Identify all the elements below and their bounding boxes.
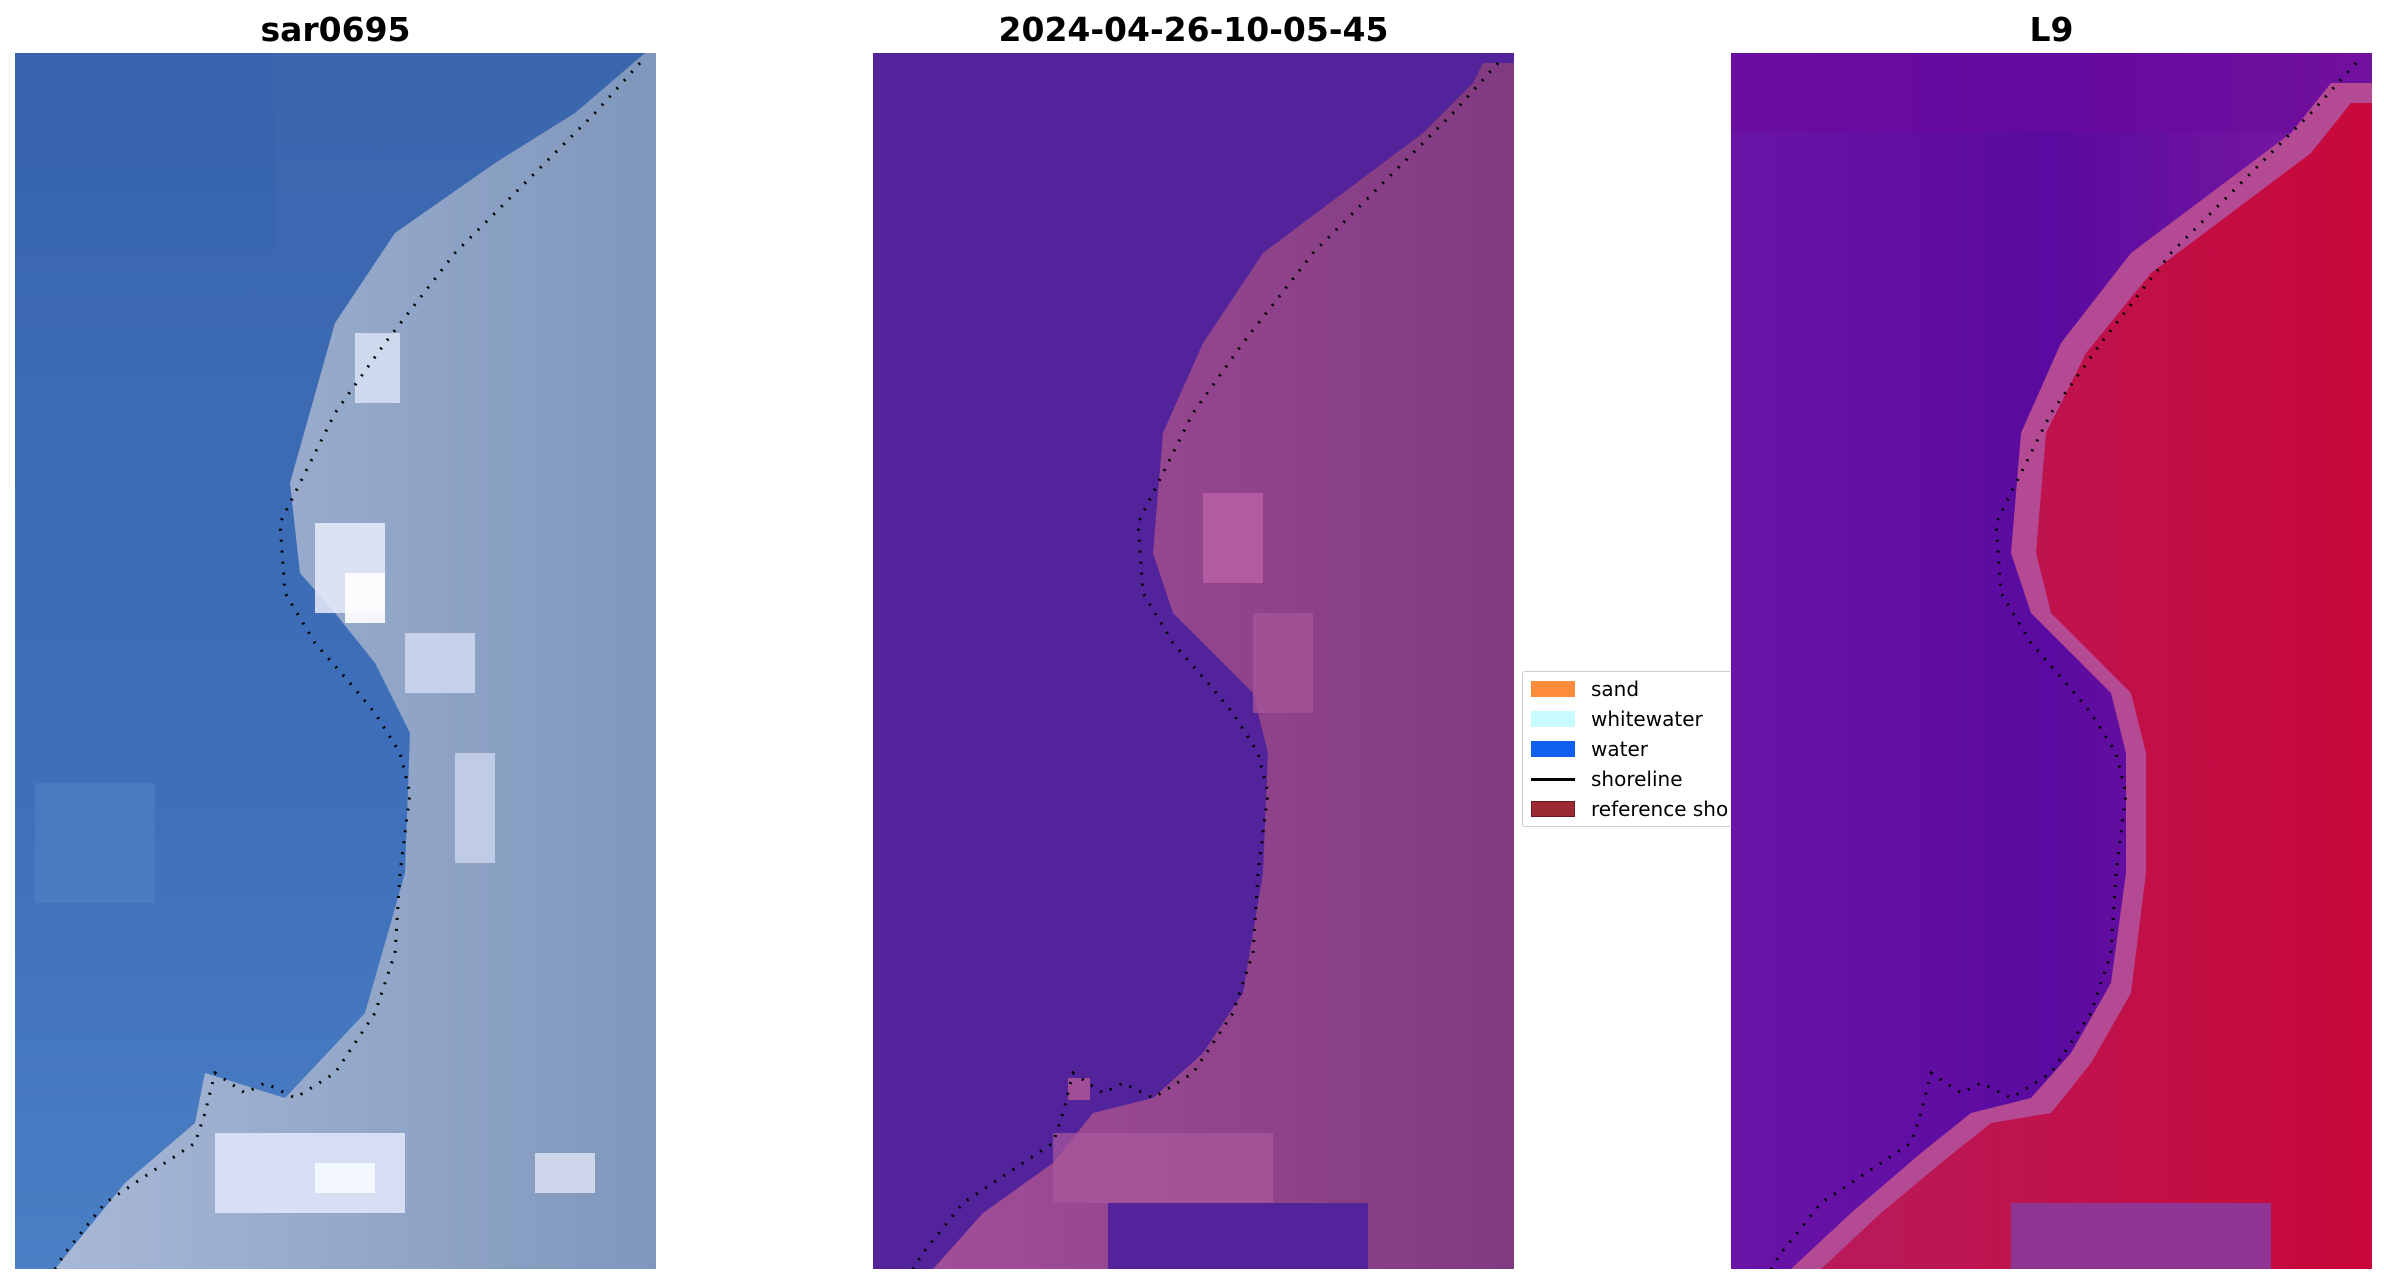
- panel-title-index: L9: [2029, 10, 2074, 49]
- legend-label: whitewater: [1591, 707, 1703, 731]
- legend-label: reference shoreline: [1591, 797, 1730, 821]
- legend-label: water: [1591, 737, 1648, 761]
- legend-item-water: water: [1531, 736, 1648, 762]
- index-image: [1731, 53, 2372, 1269]
- reference-shoreline-swatch: [1531, 801, 1575, 817]
- legend-item-sand: sand: [1531, 676, 1639, 702]
- legend-item-reference-shoreline: reference shoreline: [1531, 796, 1730, 822]
- legend-item-whitewater: whitewater: [1531, 706, 1703, 732]
- whitewater-swatch: [1531, 711, 1575, 727]
- panel-title-rgb: sar0695: [260, 10, 411, 49]
- legend-item-shoreline: shoreline: [1531, 766, 1683, 792]
- classified-image: [873, 53, 1514, 1269]
- legend-label: shoreline: [1591, 767, 1683, 791]
- shoreline-line-icon: [1531, 777, 1575, 781]
- sand-swatch: [1531, 681, 1575, 697]
- legend: sand whitewater water shoreline referenc…: [1522, 671, 1730, 827]
- panel-title-classified: 2024-04-26-10-05-45: [998, 10, 1389, 49]
- legend-label: sand: [1591, 677, 1640, 701]
- water-swatch: [1531, 741, 1575, 757]
- rgb-satellite-image: [15, 53, 656, 1269]
